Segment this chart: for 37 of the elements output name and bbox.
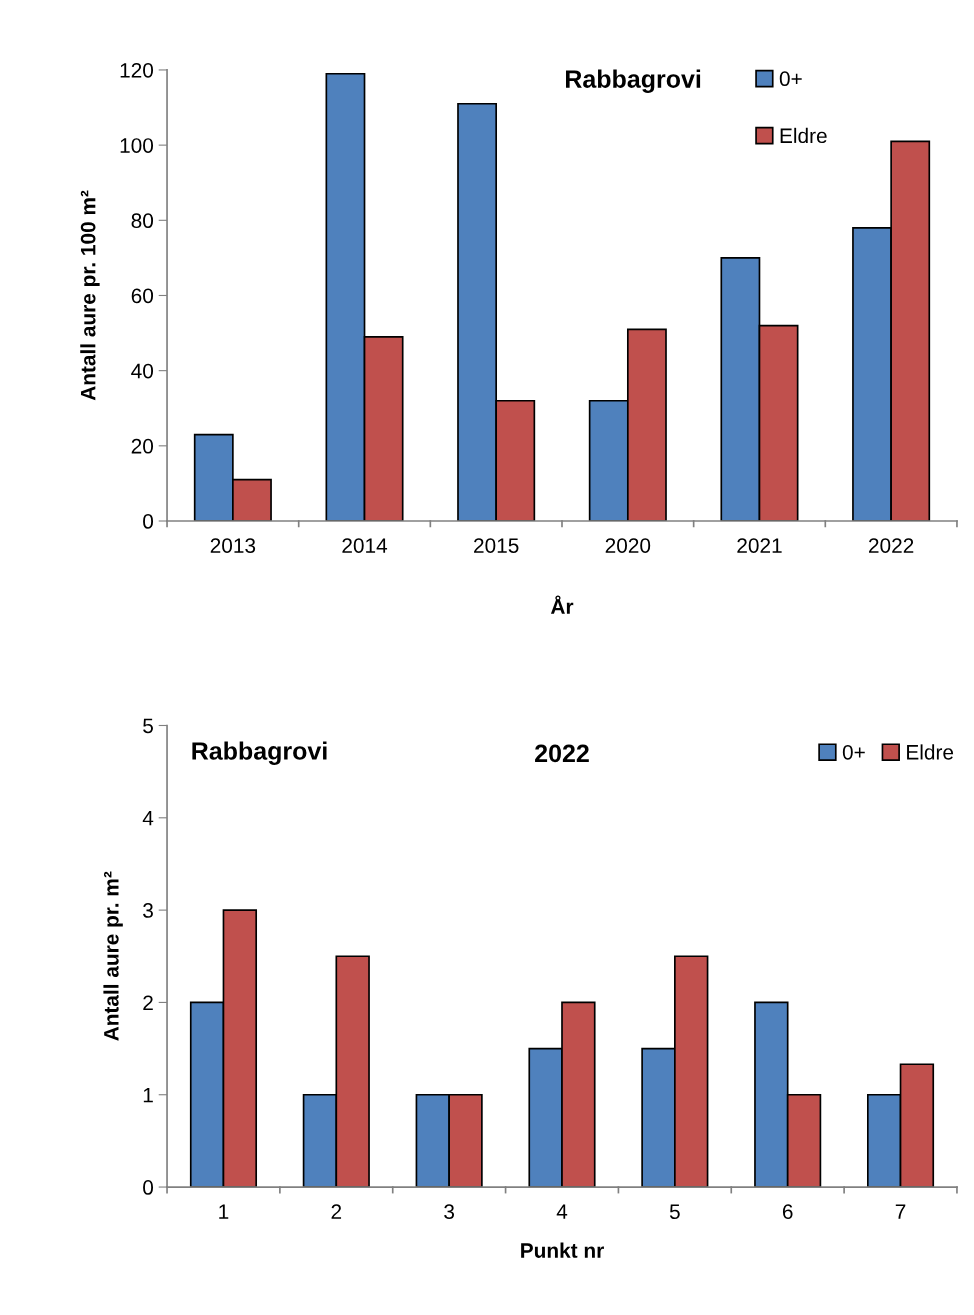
x-tick-label: 2021: [737, 538, 782, 553]
y-axis-title: Antall aure pr. m²: [103, 871, 123, 1041]
chart-title: Rabbagrovi: [566, 69, 701, 93]
x-tick-label: 2013: [210, 538, 256, 553]
y-tick-label: 100: [120, 138, 154, 153]
y-tick-label: 4: [142, 811, 154, 826]
y-tick-label: 3: [143, 903, 153, 918]
x-tick-label: 7: [895, 1204, 906, 1219]
y-tick-label: 5: [143, 718, 153, 734]
y-tick-label: 40: [131, 363, 154, 379]
x-tick-label: 2022: [869, 538, 914, 553]
y-tick-label: 60: [131, 288, 154, 304]
y-tick-label: 20: [131, 438, 154, 454]
x-tick-label: 2: [331, 1204, 342, 1219]
x-axis-title: Punkt nr: [521, 1242, 604, 1258]
x-axis-title: År: [550, 595, 574, 614]
y-axis-title: Antall aure pr. 100 m²: [80, 190, 100, 401]
x-tick-label: 5: [669, 1204, 680, 1220]
x-tick-label: 1: [219, 1204, 229, 1219]
text: 2022: [535, 744, 589, 763]
legend-label: Eldre: [907, 744, 954, 760]
x-tick-label: 2015: [474, 538, 519, 553]
y-tick-label: 1: [143, 1087, 153, 1103]
x-tick-label: 2014: [342, 538, 388, 553]
x-tick-label: 2020: [605, 538, 651, 553]
legend-label: 0+: [779, 71, 802, 87]
x-tick-label: 6: [782, 1204, 793, 1220]
y-tick-label: 80: [131, 213, 154, 229]
y-tick-label: 120: [120, 62, 154, 78]
x-tick-label: 3: [444, 1204, 455, 1220]
annotation: Rabbagrovi: [192, 741, 327, 765]
legend-label: 0+: [842, 744, 865, 760]
y-tick-label: 0: [143, 514, 154, 529]
y-tick-label: 2: [143, 995, 153, 1010]
x-tick-label: 4: [556, 1204, 568, 1219]
legend-label: Eldre: [780, 127, 827, 144]
y-tick-label: 0: [143, 1180, 154, 1195]
